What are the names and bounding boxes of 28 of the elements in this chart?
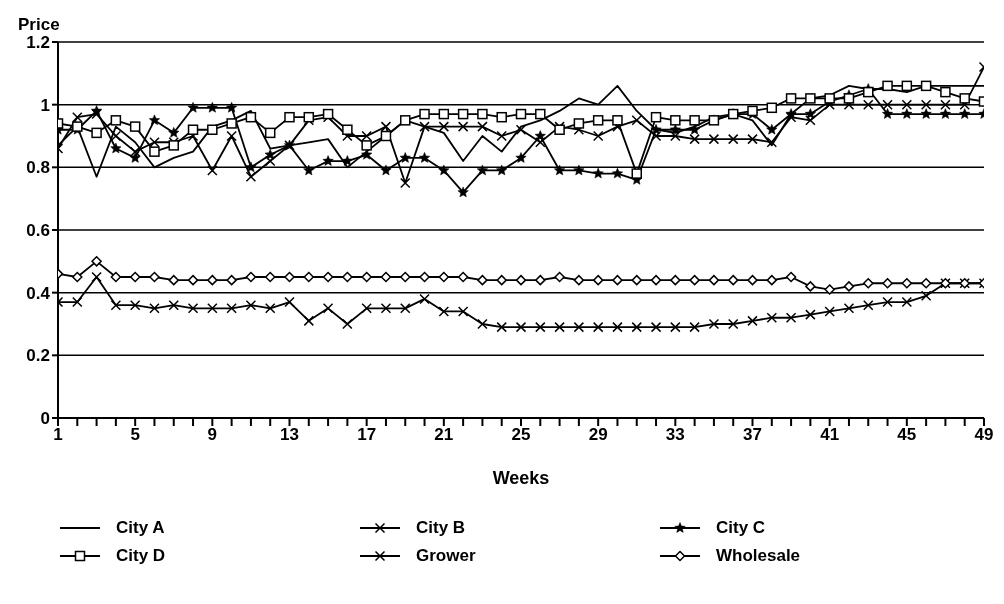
y-tick-label: 0.4 bbox=[26, 283, 51, 303]
x-tick-label: 37 bbox=[743, 425, 762, 445]
x-tick-label: 9 bbox=[207, 425, 218, 445]
y-tick-label: 0.6 bbox=[26, 221, 50, 241]
x-tick-label: 45 bbox=[897, 425, 917, 445]
x-tick-label: 25 bbox=[511, 425, 531, 445]
legend-label: Wholesale bbox=[716, 546, 801, 566]
x-tick-label: 41 bbox=[820, 425, 840, 445]
x-tick-label: 17 bbox=[357, 425, 377, 445]
y-tick-label: 0.2 bbox=[26, 346, 50, 366]
y-tick-label: 1 bbox=[40, 95, 50, 115]
y-tick-label: 0 bbox=[40, 409, 50, 429]
x-tick-label: 29 bbox=[588, 425, 608, 445]
x-tick-label: 49 bbox=[974, 425, 994, 445]
y-axis-title: Price bbox=[18, 15, 60, 34]
legend-label: City D bbox=[116, 546, 166, 566]
x-tick-label: 13 bbox=[280, 425, 299, 445]
y-tick-label: 0.8 bbox=[26, 158, 50, 178]
legend-label: City A bbox=[116, 518, 165, 538]
legend-label: City C bbox=[716, 518, 766, 538]
x-tick-label: 5 bbox=[130, 425, 140, 445]
x-tick-label: 21 bbox=[434, 425, 454, 445]
x-tick-label: 1 bbox=[53, 425, 63, 445]
y-tick-label: 1.2 bbox=[26, 33, 50, 53]
legend-label: Grower bbox=[416, 546, 476, 566]
legend-label: City B bbox=[416, 518, 466, 538]
x-tick-label: 33 bbox=[665, 425, 685, 445]
x-axis-title: Weeks bbox=[492, 468, 550, 488]
